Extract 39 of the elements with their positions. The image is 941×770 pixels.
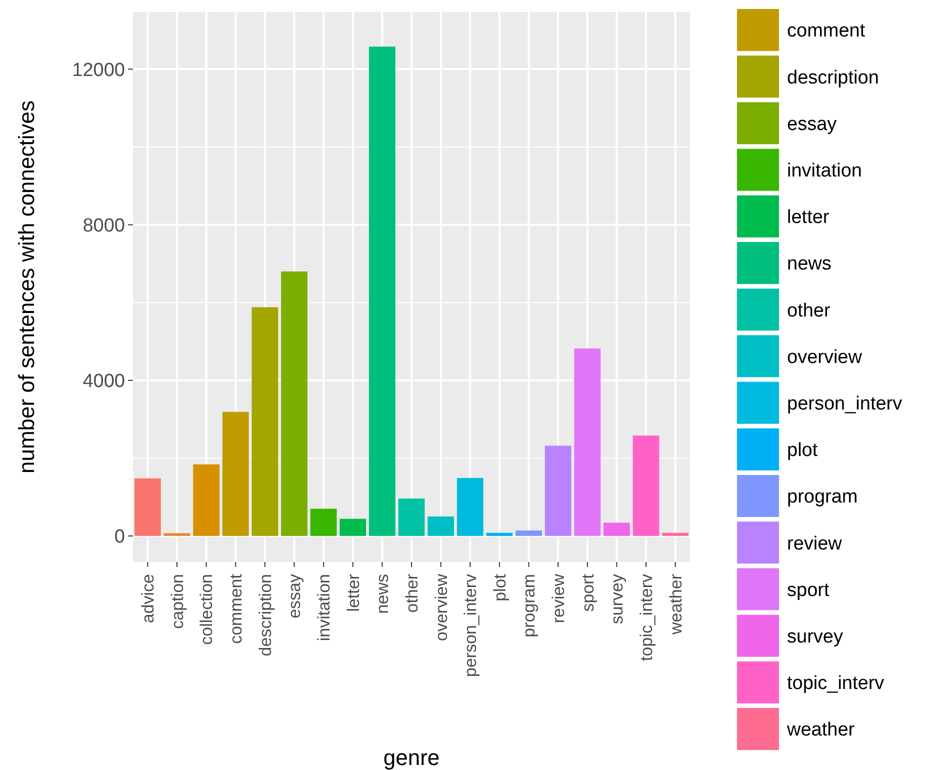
x-tick-label: sport	[578, 574, 598, 612]
x-tick-label: weather	[666, 574, 686, 636]
legend-label: plot	[787, 440, 818, 462]
legend-label: weather	[786, 720, 856, 741]
legend-label: comment	[787, 20, 866, 42]
legend-label: news	[787, 254, 832, 275]
x-tick-label: description	[256, 574, 275, 656]
x-tick-label: person_interv	[461, 574, 480, 678]
x-axis-title: genre	[383, 745, 440, 770]
legend-label: essay	[787, 114, 838, 135]
x-tick-label: collection	[197, 574, 216, 645]
y-tick-label: 12000	[72, 60, 125, 81]
x-tick-label: review	[549, 573, 568, 624]
y-tick-label: 0	[114, 526, 125, 548]
y-axis-title: number of sentences with connectives	[14, 100, 39, 474]
x-tick-label: plot	[490, 574, 510, 602]
legend-label: program	[787, 486, 858, 508]
legend-label: other	[787, 300, 831, 322]
x-tick-label: comment	[226, 574, 246, 644]
legend-label: topic_interv	[787, 673, 885, 694]
x-tick-label: overview	[432, 573, 451, 642]
y-tick-label: 4000	[82, 371, 125, 392]
x-tick-label: letter	[344, 574, 363, 612]
x-tick-label: essay	[285, 574, 304, 618]
legend-label: invitation	[787, 160, 862, 182]
x-tick-label: advice	[138, 574, 158, 624]
x-tick-label: survey	[608, 574, 627, 624]
y-tick-label: 8000	[82, 215, 125, 236]
x-tick-label: topic_interv	[636, 574, 656, 661]
x-tick-label: invitation	[314, 574, 334, 642]
x-tick-label: news	[373, 574, 392, 614]
x-tick-label: other	[402, 574, 422, 613]
legend-label: review	[787, 533, 842, 554]
legend-label: letter	[787, 207, 830, 228]
legend-label: person_interv	[787, 393, 903, 414]
x-tick-label: program	[520, 574, 539, 638]
x-tick-label: caption	[168, 574, 187, 629]
legend-label: description	[787, 67, 879, 88]
legend-label: overview	[787, 346, 862, 368]
